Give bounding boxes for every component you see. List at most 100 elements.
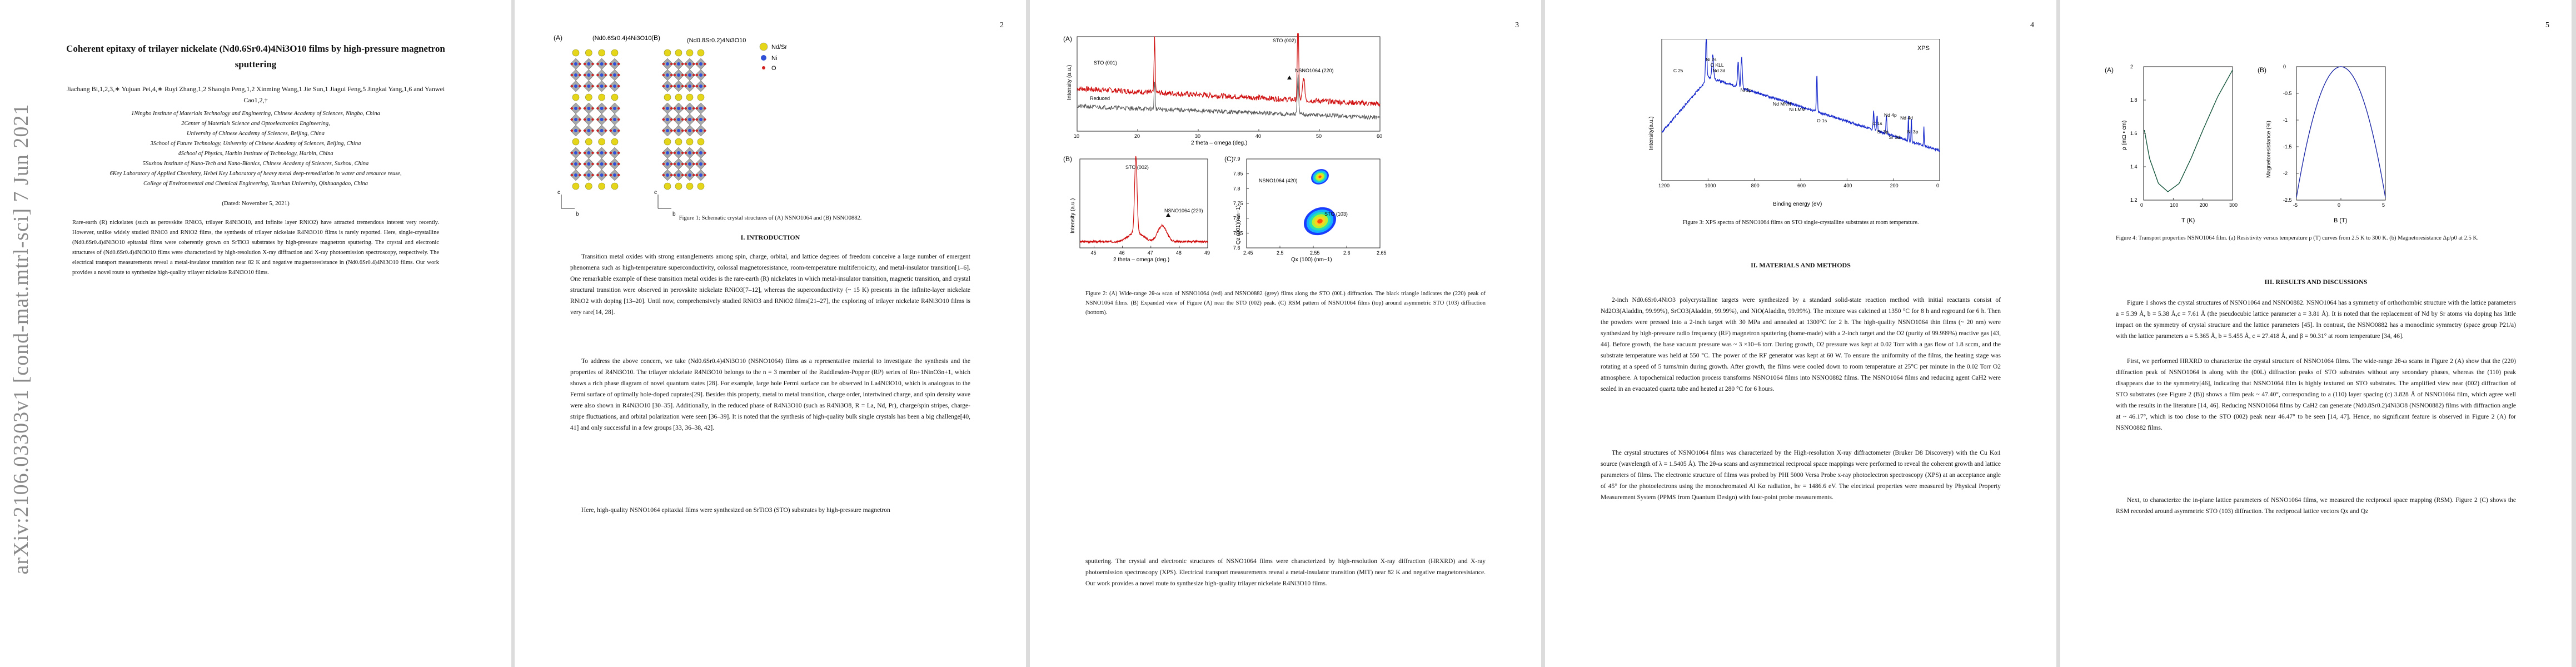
y-tick-label: -1.5 [2283, 144, 2292, 150]
o-atom [670, 107, 672, 109]
ni-atom [613, 151, 616, 155]
nd-sr-atom [572, 93, 580, 101]
paragraph: Next, to characterize the in-plane latti… [2116, 497, 2516, 515]
ni-atom [587, 173, 591, 177]
nd-sr-atom [611, 182, 619, 190]
xps-ylabel: Intensity(a.u.) [1648, 116, 1655, 150]
y-tick-label: 1.8 [2130, 97, 2137, 103]
figure-1-caption: Figure 1: Schematic crystal structures o… [679, 215, 862, 221]
ni-atom [666, 151, 669, 155]
x-tick-label: 600 [1797, 183, 1806, 188]
page-number: 4 [2030, 21, 2034, 29]
o-atom [591, 85, 594, 87]
nd-sr-atom [697, 93, 705, 101]
x-tick-labels-b: 45 46 47 48 49 [1091, 246, 1210, 256]
o-atom [584, 63, 586, 65]
o-atom [604, 163, 607, 165]
o-atom [604, 63, 607, 65]
xps-peak-label: Nd 4d [1900, 115, 1913, 121]
ni-atom [600, 162, 604, 166]
o-atom [571, 107, 573, 109]
panel-b-label: (B) [2258, 66, 2266, 74]
ni-atom [688, 107, 691, 110]
affiliation: 1Ningbo Institute of Materials Technolog… [131, 111, 380, 117]
o-atom [662, 130, 665, 132]
peak-label: NSNO1064 (220) [1295, 68, 1334, 73]
o-atom [591, 74, 594, 76]
mr-tick-labels: -5 0 5 0 -0.5 -1 -1.5 -2 -2.5 [2283, 64, 2386, 208]
xps-peak-label: Nd 4p [1884, 112, 1897, 118]
o-atom [681, 74, 684, 76]
o-atom [704, 163, 706, 165]
ni-atom [677, 62, 680, 66]
panel-b-label: (B) [651, 34, 660, 42]
paragraph: Transition metal oxides with strong enta… [570, 253, 970, 316]
ni-atom [699, 173, 702, 177]
y-tick-label: 2 [2130, 64, 2133, 69]
rsm-tick-labels: 2.45 2.5 2.55 2.6 2.65 7.6 7.65 7.7 7.75 7.8 7.85 7… [1233, 156, 1387, 256]
ni-atom [688, 118, 691, 121]
o-atom [696, 85, 698, 87]
legend-nd-sr: Nd/Sr [771, 44, 787, 51]
section-heading: III. RESULTS AND DISCUSSIONS [2264, 278, 2368, 286]
ni-atom [587, 118, 591, 121]
figure-4-caption: Figure 4: Transport properties NSNO1064 … [2116, 235, 2479, 241]
dated-line: (Dated: November 5, 2021) [222, 200, 290, 207]
o-atom [617, 107, 620, 109]
nd-sr-atom [585, 182, 592, 190]
o-atom [579, 163, 581, 165]
o-atom [670, 163, 672, 165]
o-atom [674, 152, 676, 154]
ni-atom [666, 84, 669, 88]
o-atom [584, 130, 586, 132]
o-atom [662, 63, 665, 65]
o-atom [617, 163, 620, 165]
ni-atom [677, 151, 680, 155]
nd-sr-atom [686, 182, 694, 190]
abstract: Rare-earth (R) nickelates (such as perov… [72, 220, 439, 276]
ni-atom [574, 84, 577, 88]
paper-title: Coherent epitaxy of trilayer nickelate (… [66, 43, 445, 69]
ni-atom [613, 129, 616, 132]
axes-indicator-b: c b [654, 190, 676, 217]
x-tick-label: -5 [2293, 202, 2298, 208]
o-atom [591, 63, 594, 65]
ni-atom [666, 162, 669, 166]
ni-atom [600, 84, 604, 88]
x-tick-label: 20 [1134, 133, 1140, 139]
o-atom [692, 118, 695, 121]
x-tick-label: 1200 [1658, 183, 1670, 188]
o-atom [617, 174, 620, 176]
ni-atom [574, 73, 577, 77]
ni-atom [666, 73, 669, 77]
o-atom [591, 118, 594, 121]
panel-c-label: (C) [1224, 155, 1234, 163]
y-tick-label: 1.6 [2130, 131, 2137, 136]
ni-atom [600, 151, 604, 155]
ni-atom [677, 173, 680, 177]
o-atom [604, 152, 607, 154]
ni-atom [699, 118, 702, 121]
o-atom [579, 174, 581, 176]
ni-atom [688, 173, 691, 177]
peak-label: STO (002) [1125, 165, 1149, 170]
b-xlabel: 2 theta – omega (deg.) [1113, 257, 1169, 263]
y-tick-label: 7.85 [1233, 171, 1243, 177]
o-atom [584, 118, 586, 121]
o-atom [584, 163, 586, 165]
o-atom [571, 85, 573, 87]
affiliation: University of Chinese Academy of Science… [187, 131, 325, 137]
o-atom [674, 174, 676, 176]
ni-atom [587, 129, 591, 132]
affiliation: College of Environmental and Chemical En… [143, 181, 368, 187]
atom-legend: Nd/Sr Ni O [759, 42, 787, 72]
ni-atom [688, 129, 691, 132]
o-atom [704, 152, 706, 154]
ni-atom [587, 107, 591, 110]
nd-sr-atom [675, 182, 682, 190]
o-atom [704, 174, 706, 176]
nd-sr-atom [697, 49, 705, 57]
o-atom [604, 74, 607, 76]
panel-a-label: (A) [1063, 35, 1072, 43]
